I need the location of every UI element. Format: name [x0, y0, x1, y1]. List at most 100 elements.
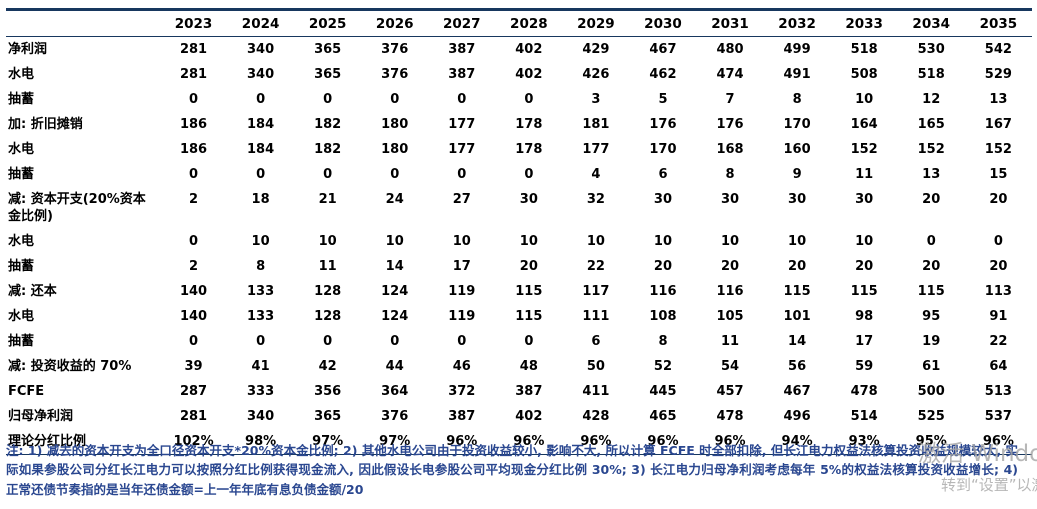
value-cell: 402: [515, 409, 543, 424]
value-cell: 64: [989, 359, 1008, 374]
year-header: 2031: [696, 9, 764, 37]
value-cell: 0: [926, 234, 936, 249]
value-cell: 0: [993, 234, 1003, 249]
value-cell: 20: [855, 259, 874, 274]
value-cell: 0: [256, 334, 266, 349]
value-cell: 11: [855, 167, 874, 182]
value-cell: 365: [314, 409, 342, 424]
value-cell: 3: [591, 92, 601, 107]
table-row: 理论分红比例 102% 98% 97% 97% 96% 96% 96% 96% 96% 94% 93%…: [6, 429, 1032, 455]
value-cell: 340: [247, 409, 275, 424]
value-cell: 402: [515, 42, 543, 57]
value-cell: 97%: [294, 429, 362, 455]
value-cell: 6: [591, 334, 601, 349]
year-header: 2023: [160, 9, 228, 37]
value-cell: 184: [247, 142, 275, 157]
value-cell: 0: [390, 334, 400, 349]
row-label: 抽蓄: [8, 167, 35, 182]
table-row: FCFE 287 333 356 364 372 387 411 445 457 467 478 500…: [6, 379, 1032, 404]
fcfe-table-container: 2023 2024 2025 2026 2027 2028 2029 2030 2031 2032…: [6, 8, 1032, 455]
year-header: 2029: [562, 9, 630, 37]
value-cell: 20: [519, 259, 538, 274]
value-cell: 478: [850, 384, 878, 399]
value-cell: 140: [179, 284, 208, 299]
value-cell: 281: [179, 67, 208, 82]
row-label: 水电: [8, 234, 35, 249]
value-cell: 176: [716, 117, 744, 132]
year-header: 2030: [629, 9, 697, 37]
value-cell: 96%: [428, 429, 496, 455]
year-header: 2026: [361, 9, 429, 37]
value-cell: 15: [989, 167, 1008, 182]
table-row: 抽蓄 0 0 0 0 0 0 4 6 8 9 11 13 15: [6, 162, 1032, 187]
value-cell: 178: [515, 117, 543, 132]
row-label: 净利润: [8, 42, 48, 57]
value-cell: 96%: [495, 429, 563, 455]
year-header: 2025: [294, 9, 362, 37]
value-cell: 119: [448, 284, 476, 299]
table-row: 减: 资本开支(20%资本金比例) 2 18 21 24 27 30 32 30 30 30 30 20…: [6, 187, 1032, 229]
value-cell: 402: [515, 67, 543, 82]
value-cell: 376: [381, 67, 409, 82]
year-header: 2024: [227, 9, 295, 37]
table-row: 加: 折旧摊销 186 184 182 180 177 178 181 176 176 170 164…: [6, 112, 1032, 137]
year-header: 2028: [495, 9, 563, 37]
value-cell: 518: [850, 42, 878, 57]
value-cell: 178: [515, 142, 543, 157]
value-cell: 186: [179, 142, 208, 157]
value-cell: 41: [251, 359, 270, 374]
table-row: 抽蓄 2 8 11 14 17 20 22 20 20 20 20 20 20: [6, 254, 1032, 279]
value-cell: 10: [318, 234, 337, 249]
value-cell: 376: [381, 409, 409, 424]
value-cell: 124: [381, 284, 409, 299]
value-cell: 95: [922, 309, 941, 324]
value-cell: 186: [179, 117, 208, 132]
row-label: 理论分红比例: [6, 429, 160, 455]
value-cell: 44: [385, 359, 404, 374]
value-cell: 387: [448, 67, 476, 82]
value-cell: 164: [850, 117, 878, 132]
value-cell: 152: [984, 142, 1012, 157]
value-cell: 518: [917, 67, 945, 82]
value-cell: 115: [515, 284, 543, 299]
row-label: 抽蓄: [8, 92, 35, 107]
value-cell: 96%: [562, 429, 630, 455]
value-cell: 50: [586, 359, 605, 374]
value-cell: 10: [855, 234, 874, 249]
value-cell: 8: [792, 92, 802, 107]
value-cell: 21: [318, 192, 337, 207]
value-cell: 387: [448, 42, 476, 57]
value-cell: 19: [922, 334, 941, 349]
value-cell: 133: [247, 309, 275, 324]
value-cell: 30: [788, 192, 807, 207]
table-row: 水电 140 133 128 124 119 115 111 108 105 101 98 95 91: [6, 304, 1032, 329]
value-cell: 30: [720, 192, 740, 207]
value-cell: 9: [792, 167, 802, 182]
value-cell: 10: [385, 234, 404, 249]
year-header: 2034: [897, 9, 965, 37]
table-header-row: 2023 2024 2025 2026 2027 2028 2029 2030 2031 2032…: [6, 9, 1032, 37]
value-cell: 176: [649, 117, 677, 132]
value-cell: 61: [922, 359, 941, 374]
value-cell: 542: [984, 42, 1012, 57]
value-cell: 39: [184, 359, 203, 374]
value-cell: 20: [720, 259, 740, 274]
value-cell: 364: [381, 384, 409, 399]
fcfe-table: 2023 2024 2025 2026 2027 2028 2029 2030 2031 2032…: [6, 8, 1032, 455]
value-cell: 11: [720, 334, 740, 349]
value-cell: 340: [247, 42, 275, 57]
footnote: 注: 1) 减去的资本开支为全口径资本开支*20%资本金比例; 2) 其他水电公…: [6, 443, 1018, 497]
value-cell: 105: [716, 309, 744, 324]
table-row: 水电 281 340 365 376 387 402 426 462 474 491 508 518 52…: [6, 62, 1032, 87]
value-cell: 10: [788, 234, 807, 249]
row-label: 减: 还本: [8, 284, 57, 299]
row-label: FCFE: [8, 384, 45, 399]
value-cell: 0: [189, 167, 199, 182]
value-cell: 48: [519, 359, 538, 374]
value-cell: 152: [917, 142, 945, 157]
value-cell: 152: [850, 142, 878, 157]
value-cell: 93%: [830, 429, 898, 455]
row-label: 加: 折旧摊销: [8, 117, 83, 132]
value-cell: 0: [189, 92, 199, 107]
value-cell: 22: [989, 334, 1008, 349]
